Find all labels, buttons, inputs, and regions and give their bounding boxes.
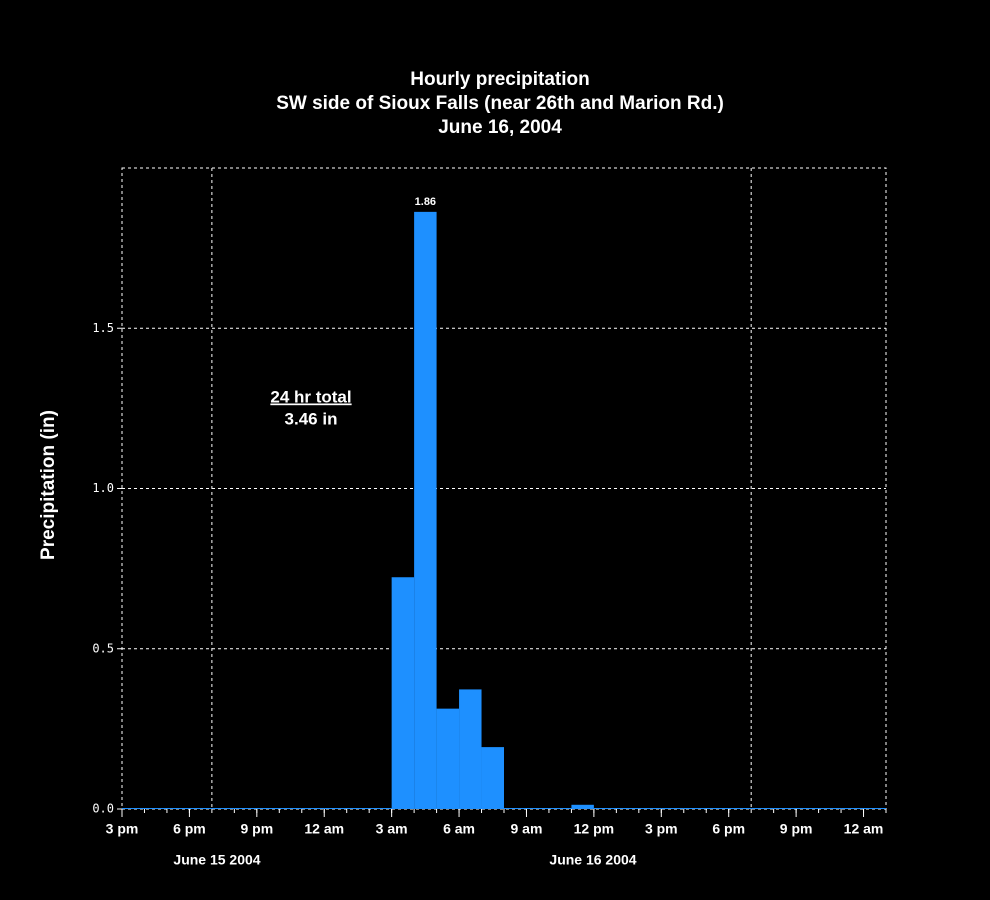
y-tick-label: 0.0 <box>92 802 114 816</box>
bar <box>459 689 482 809</box>
bar <box>728 808 752 809</box>
x-tick-label: 12 pm <box>574 821 614 837</box>
bar <box>796 808 819 809</box>
bar <box>773 808 797 809</box>
x-tick-label: 6 am <box>443 821 475 837</box>
x-tick-label: 12 am <box>844 821 884 837</box>
x-tick-label: 3 pm <box>106 821 139 837</box>
bar <box>616 808 639 809</box>
x-tick-label: 9 am <box>511 821 543 837</box>
x-tick-label: 9 pm <box>240 821 273 837</box>
bar <box>166 808 190 809</box>
bar <box>863 808 886 809</box>
y-axis-label: Precipitation (in) <box>38 410 59 560</box>
x-tick-label: 3 am <box>376 821 408 837</box>
bar <box>526 808 549 809</box>
x-tick-label: 9 pm <box>780 821 813 837</box>
bar <box>346 808 370 809</box>
bar <box>436 708 460 809</box>
bar <box>841 808 864 809</box>
chart-subtitle: SW side of Sioux Falls (near 26th and Ma… <box>276 93 724 114</box>
bar <box>144 808 167 809</box>
date-label: June 16 2004 <box>549 852 636 868</box>
bar <box>638 808 662 809</box>
bar <box>414 211 437 809</box>
bar <box>279 808 302 809</box>
bar <box>751 808 774 809</box>
bar <box>234 808 257 809</box>
bar <box>706 808 729 809</box>
chart-title: Hourly precipitation <box>410 69 589 90</box>
bar <box>391 577 415 809</box>
bar <box>256 808 280 809</box>
bar <box>683 808 707 809</box>
data-label: 1.86 <box>415 196 436 208</box>
bar <box>301 808 325 809</box>
x-tick-label: 3 pm <box>645 821 678 837</box>
bar <box>818 808 842 809</box>
bar <box>324 808 347 809</box>
x-tick-label: 6 pm <box>712 821 745 837</box>
annotation-heading: 24 hr total <box>270 387 351 406</box>
chart-date: June 16, 2004 <box>438 117 562 138</box>
x-tick-label: 6 pm <box>173 821 206 837</box>
date-label: June 15 2004 <box>173 852 260 868</box>
y-tick-label: 1.0 <box>92 481 114 495</box>
y-tick-label: 1.5 <box>92 321 114 335</box>
bar <box>661 808 684 809</box>
bar <box>122 808 145 809</box>
x-tick-label: 12 am <box>304 821 344 837</box>
bar <box>548 808 572 809</box>
bar <box>189 808 212 809</box>
y-tick-label: 0.5 <box>92 641 114 655</box>
annotation-total: 3.46 in <box>285 409 338 428</box>
bar <box>504 808 527 809</box>
bar <box>571 804 594 809</box>
bar <box>369 808 392 809</box>
bar <box>211 808 235 809</box>
bar <box>481 747 504 809</box>
bar <box>593 808 617 809</box>
